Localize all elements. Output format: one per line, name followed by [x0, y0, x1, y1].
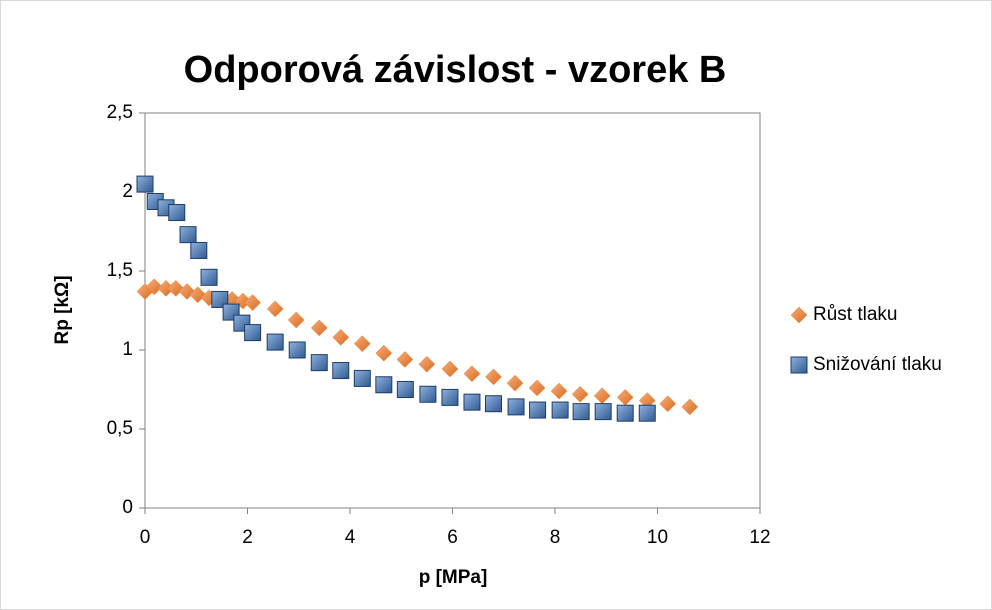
x-tick-label: 4 [345, 527, 356, 548]
square-marker [463, 393, 481, 411]
diamond-marker [418, 355, 436, 373]
diamond-marker [681, 398, 699, 416]
square-marker [200, 268, 218, 286]
diamond-marker [441, 360, 459, 378]
legend-marker [790, 356, 808, 374]
y-tick-label: 0,5 [107, 418, 133, 439]
y-tick-label: 1 [122, 339, 133, 360]
square-marker [310, 354, 328, 372]
y-tick-label: 2,5 [107, 102, 133, 123]
diamond-marker [506, 374, 524, 392]
diamond-marker [550, 382, 568, 400]
x-tick-label: 0 [140, 527, 151, 548]
square-marker [179, 226, 197, 244]
diamond-marker [332, 329, 350, 346]
square-marker [485, 395, 502, 413]
legend-label: Růst tlaku [813, 304, 897, 325]
x-tick-label: 12 [749, 527, 770, 548]
y-tick-label: 1,5 [107, 260, 133, 281]
square-marker [507, 398, 525, 416]
diamond-marker [659, 395, 677, 413]
square-marker [211, 290, 229, 308]
plot-area [144, 112, 761, 509]
square-marker [572, 403, 590, 421]
square-marker [594, 403, 612, 421]
diamond-marker [396, 351, 414, 368]
legend-marker [790, 306, 808, 324]
square-marker [168, 204, 186, 222]
square-marker [638, 404, 656, 422]
square-marker [375, 376, 393, 394]
diamond-marker [571, 385, 589, 403]
square-marker [551, 401, 569, 419]
x-tick-label: 2 [242, 527, 253, 548]
diamond-marker [189, 286, 207, 304]
diamond-marker [463, 365, 481, 383]
diamond-marker [244, 294, 261, 311]
x-tick-label: 8 [550, 527, 561, 548]
square-marker [396, 381, 414, 398]
y-axis-label: Rp [kΩ] [52, 275, 73, 344]
square-marker [441, 388, 459, 406]
square-marker [190, 241, 208, 259]
diamond-marker [145, 278, 163, 296]
square-marker [244, 324, 262, 342]
diamond-marker [310, 319, 328, 337]
diamond-marker [485, 368, 502, 386]
chart-title: Odporová závislost - vzorek B [184, 49, 727, 91]
square-marker [529, 401, 547, 419]
x-tick-label: 10 [647, 527, 668, 548]
legend-label: Snižování tlaku [813, 354, 942, 375]
diamond-marker [287, 311, 305, 329]
x-tick-label: 6 [447, 527, 458, 548]
diamond-marker [266, 300, 284, 318]
square-marker [332, 362, 350, 380]
square-marker [353, 369, 371, 387]
square-marker [419, 385, 437, 403]
square-marker [288, 341, 306, 359]
square-marker [616, 404, 634, 422]
diamond-marker [528, 379, 546, 397]
diamond-marker [353, 335, 371, 353]
diamond-marker [375, 344, 393, 362]
x-axis-label: p [MPa] [419, 567, 488, 588]
square-marker [266, 333, 284, 351]
y-tick-label: 2 [122, 181, 133, 202]
square-marker [136, 175, 154, 193]
y-tick-label: 0 [122, 497, 133, 518]
